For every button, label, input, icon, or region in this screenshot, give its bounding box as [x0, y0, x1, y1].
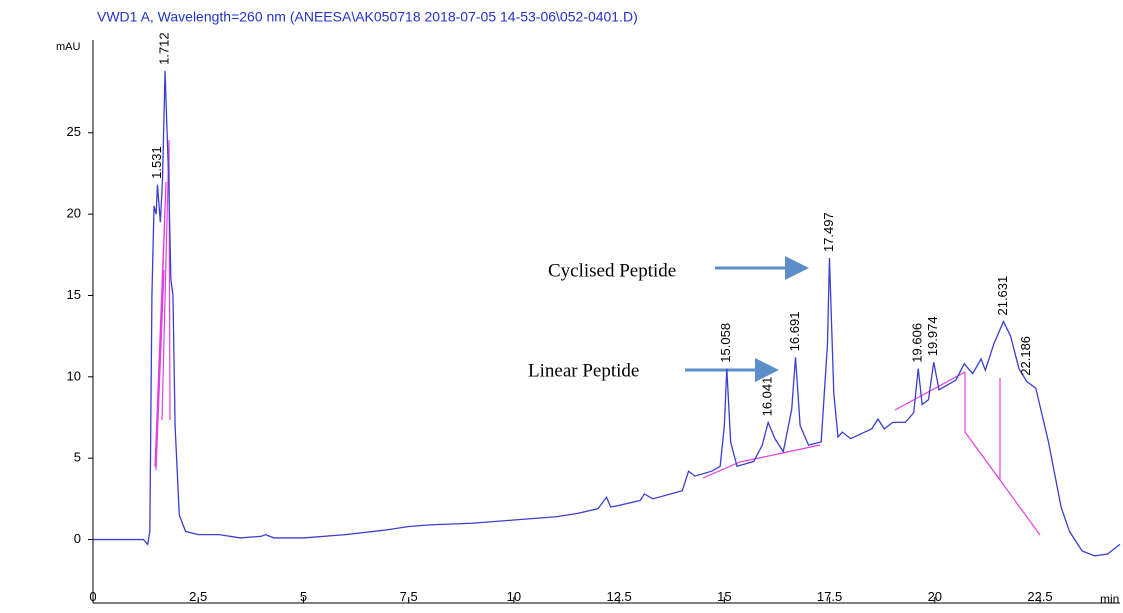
peak-label: 16.691 [787, 312, 802, 352]
y-tick-label: 5 [74, 450, 81, 465]
x-tick-label: 0 [89, 589, 96, 604]
x-tick-label: 17.5 [817, 589, 842, 604]
x-tick-label: 22.5 [1027, 589, 1052, 604]
peak-label: 15.058 [718, 323, 733, 363]
integration-baselines [154, 139, 1041, 536]
annotation: Cyclised Peptide [548, 260, 676, 281]
peak-label: 19.974 [925, 316, 940, 356]
x-axis-label: min [1100, 592, 1119, 606]
x-tick-label: 5 [300, 589, 307, 604]
peak-label: 1.531 [149, 146, 164, 179]
annotation: Linear Peptide [528, 360, 639, 381]
x-tick-label: 15 [717, 589, 731, 604]
peak-label: 22.186 [1018, 336, 1033, 376]
y-tick-label: 20 [67, 206, 81, 221]
x-tick-label: 20 [928, 589, 942, 604]
x-tick-label: 7.5 [400, 589, 418, 604]
trace [93, 70, 1121, 557]
peak-label: 17.497 [821, 212, 836, 252]
x-tick-label: 12.5 [606, 589, 631, 604]
peak-label: 1.712 [156, 32, 171, 65]
y-tick-label: 0 [74, 531, 81, 546]
x-tick-label: 10 [507, 589, 521, 604]
peak-label: 21.631 [995, 276, 1010, 316]
y-tick-label: 25 [67, 124, 81, 139]
y-tick-label: 10 [67, 368, 81, 383]
x-tick-label: 2.5 [189, 589, 207, 604]
peak-label: 16.041 [760, 377, 775, 417]
chart-title: VWD1 A, Wavelength=260 nm (ANEESA\AK0507… [97, 9, 638, 25]
peak-label: 19.606 [910, 323, 925, 363]
y-tick-label: 15 [67, 287, 81, 302]
y-axis-label: mAU [56, 41, 81, 53]
